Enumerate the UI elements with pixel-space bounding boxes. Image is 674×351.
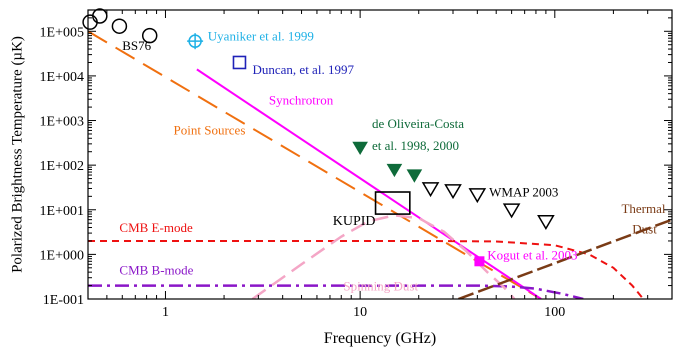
markers-layer	[82, 8, 555, 267]
y-tick-label: 1E+005	[40, 25, 84, 40]
x-tick-label: 1	[162, 305, 169, 320]
cmb-e-mode-line	[88, 239, 645, 299]
thermal-dust-label-2: Dust	[632, 222, 657, 237]
axes-layer: 1 10 100 1E+0051E+0041E+0031E+0021E+0011E+…	[40, 9, 673, 320]
annotations-layer: BS76 Uyaniker et al. 1999 Duncan, et al. 1…	[119, 29, 665, 294]
bs76-label: BS76	[122, 38, 151, 53]
wmap-points-0	[421, 182, 440, 198]
wmap-points-4	[537, 214, 555, 230]
kogut-point-0	[474, 256, 485, 267]
y-tick-label: 1E-001	[43, 293, 84, 308]
de-oliveira-costa-points-1	[386, 163, 403, 178]
duncan-point-0	[232, 55, 247, 70]
bs76-points-1	[92, 8, 108, 24]
curves-layer	[88, 30, 672, 299]
y-tick-label: 1E+002	[40, 159, 84, 174]
de-oliveira-costa-points-2	[406, 169, 423, 183]
cmb-b-mode-label: CMB B-mode	[119, 263, 193, 278]
kogut-label: Kogut et al. 2003	[487, 248, 577, 263]
y-tick-label: 1E+004	[40, 70, 84, 85]
wmap-points-2	[468, 188, 487, 204]
cmb-b-mode-line	[88, 284, 584, 299]
de-oliveira-costa-label-2: et al. 1998, 2000	[372, 138, 459, 153]
kupid-label: KUPID	[333, 214, 376, 229]
point-sources-line	[88, 30, 542, 299]
bs76-points-3	[141, 27, 158, 44]
y-axis-title: Polarized Brightness Temperature (µK)	[9, 36, 25, 273]
wmap-points-1	[444, 184, 462, 200]
x-tick-label: 10	[353, 305, 367, 320]
synchrotron-label: Synchrotron	[269, 92, 334, 107]
thermal-dust-label-1: Thermal	[621, 201, 665, 216]
x-axis-title: Frequency (GHz)	[324, 330, 436, 347]
wmap-label: WMAP 2003	[489, 184, 558, 199]
y-tick-label: 1E+000	[40, 248, 84, 263]
duncan-label: Duncan, et al. 1997	[253, 62, 355, 77]
x-tick-label: 100	[544, 305, 565, 320]
y-tick-label: 1E+001	[40, 204, 84, 219]
thermal-dust-line	[458, 218, 672, 299]
plot-frame	[87, 9, 673, 300]
bs76-points-2	[111, 18, 128, 34]
point-sources-label: Point Sources	[174, 123, 246, 138]
kupid-box	[374, 191, 411, 215]
y-tick-label: 1E+003	[40, 115, 84, 130]
y-axis: 1E+005 1E+004 1E+003 1E+002 1E+001 1E+000 1E-0…	[40, 9, 672, 308]
bs76-points-0	[82, 14, 98, 30]
uyaniker-point-0	[187, 33, 204, 50]
wmap-points-3	[502, 203, 521, 219]
x-axis: 1 10 100	[87, 10, 673, 320]
de-oliveira-costa-points-0	[352, 141, 368, 156]
cmb-e-mode-label: CMB E-mode	[119, 220, 193, 235]
de-oliveira-costa-label-1: de Oliveira-Costa	[372, 116, 464, 131]
uyaniker-label: Uyaniker et al. 1999	[208, 29, 314, 44]
spinning-dust-label: Spinning Dust	[343, 279, 418, 294]
